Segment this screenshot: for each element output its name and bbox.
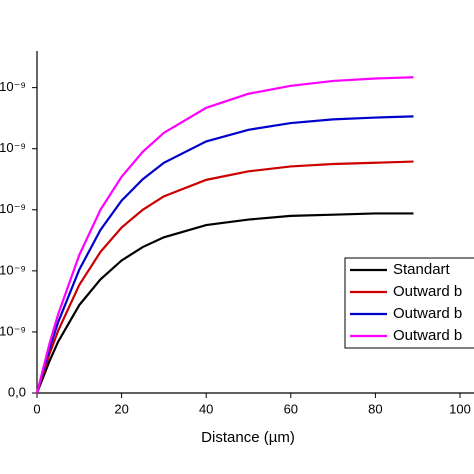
legend-label: Standart [393, 261, 451, 278]
x-tick-label: 80 [368, 401, 382, 416]
y-tick-label: 0,0 [8, 384, 26, 399]
legend-label: Outward b [393, 327, 462, 344]
x-tick-label: 100 [449, 401, 471, 416]
x-tick-label: 40 [199, 401, 213, 416]
series-line [35, 160, 414, 394]
x-axis-label: Distance (µm) [201, 429, 295, 446]
legend-label: Outward b [393, 283, 462, 300]
y-tick-label: 10⁻⁹ [0, 323, 26, 338]
series-line [35, 212, 414, 394]
x-tick-label: 20 [114, 401, 128, 416]
y-tick-label: 10⁻⁹ [0, 262, 26, 277]
series-line [35, 76, 414, 394]
series-line [35, 115, 414, 394]
y-tick-label: 10⁻⁹ [0, 140, 26, 155]
x-tick-label: 60 [284, 401, 298, 416]
legend-label: Outward b [393, 305, 462, 322]
x-tick-label: 0 [33, 401, 40, 416]
legend-box [344, 257, 474, 349]
y-tick-label: 10⁻⁹ [0, 201, 26, 216]
y-tick-label: 10⁻⁹ [0, 79, 26, 94]
